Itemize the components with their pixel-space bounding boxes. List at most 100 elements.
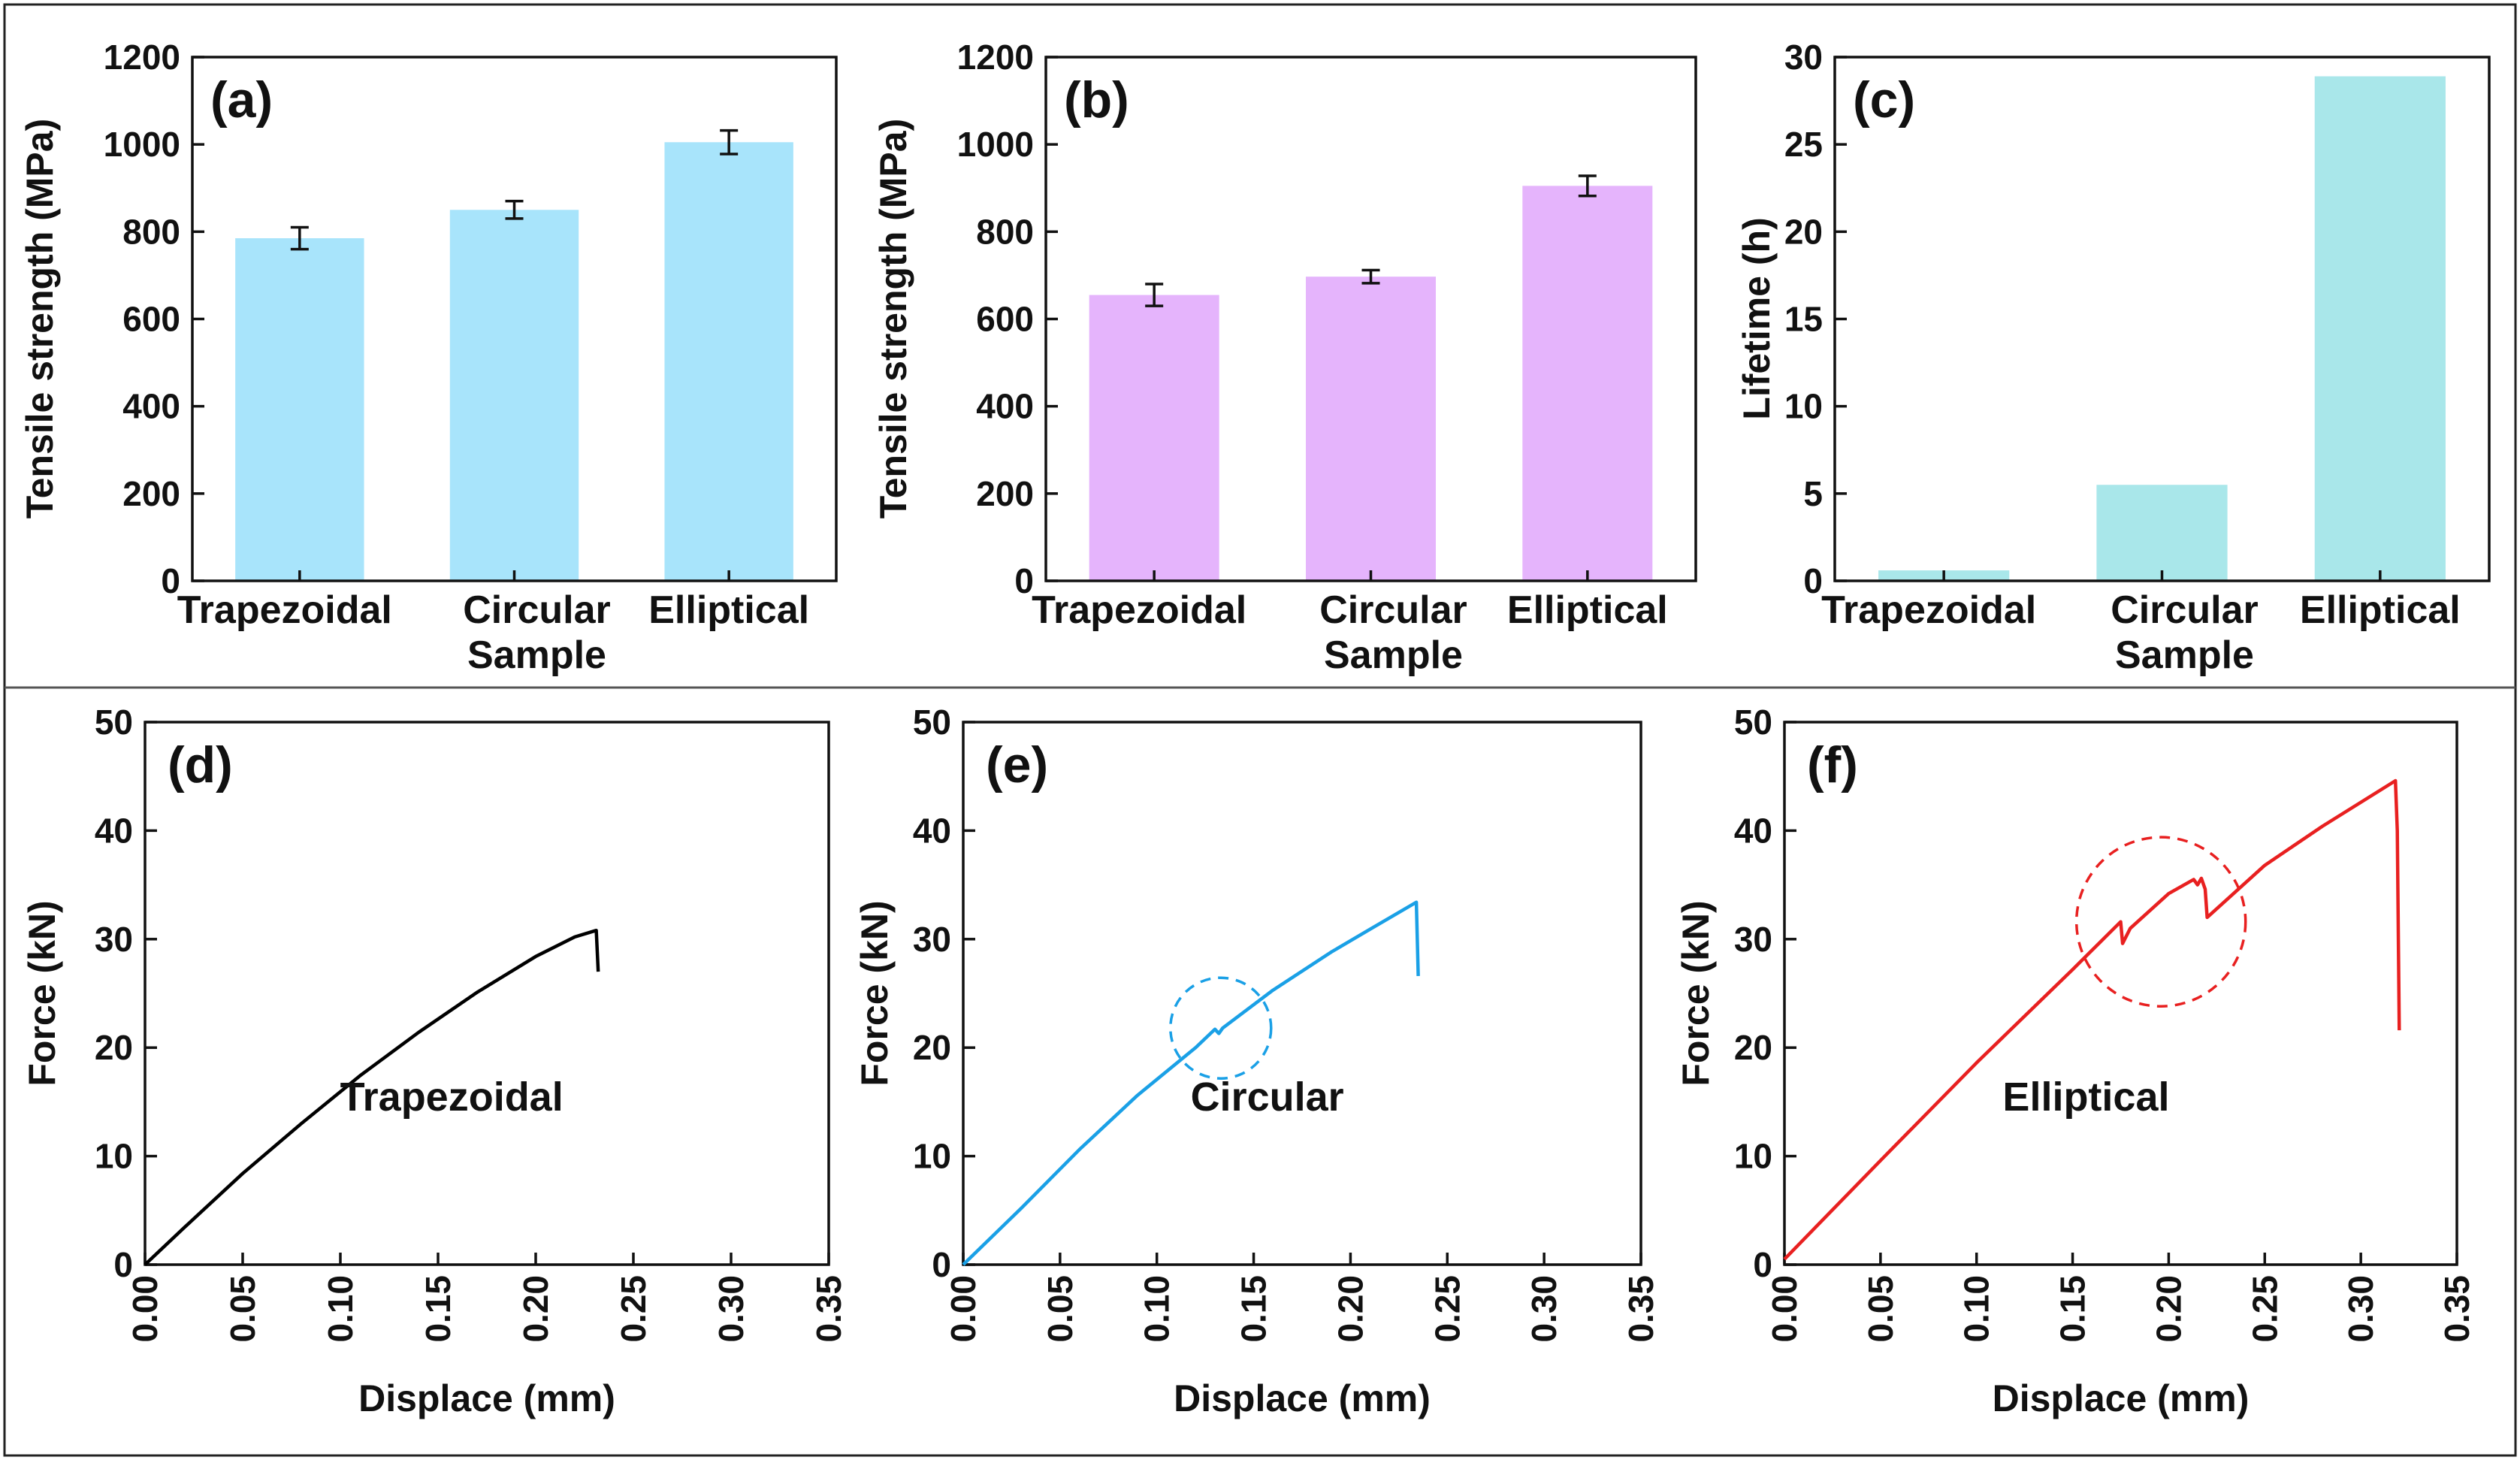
y-tick-label: 10 [1734, 1137, 1772, 1176]
x-tick-label: 0.25 [1428, 1275, 1467, 1343]
bar-trapezoidal [1089, 295, 1219, 581]
y-tick-label: 1200 [957, 38, 1034, 77]
panel-a: 0 200 400 600 800 1000 1200 Trapezoidal Circular… [19, 38, 838, 677]
x-tick-label: 0.30 [2341, 1275, 2380, 1343]
x-category-label-trapezoidal: Trapezoidal [1032, 588, 1246, 632]
panel-b: 0 200 400 600 800 1000 1200 Trapezoidal Circular… [872, 38, 1697, 677]
bar-trapezoidal [235, 238, 364, 581]
x-tick-label: 0.00 [1765, 1275, 1804, 1343]
y-tick-label: 0 [932, 1245, 951, 1284]
y-tick-label: 0 [1753, 1245, 1772, 1284]
x-tick-label: 0.00 [944, 1275, 983, 1343]
y-tick-label: 0 [113, 1245, 133, 1284]
y-tick-label: 40 [913, 811, 951, 850]
series-line-circular [962, 900, 1420, 1266]
highlight-circle [2074, 836, 2247, 1008]
y-tick-label: 30 [95, 920, 133, 959]
x-category-label-elliptical: Elliptical [648, 588, 809, 632]
y-tick-label: 0 [1803, 561, 1823, 600]
x-tick-label: 0.25 [614, 1275, 653, 1343]
plot-area-frame [962, 721, 1642, 1266]
y-tick-label: 200 [122, 474, 180, 513]
bar-circular [1306, 277, 1436, 581]
x-tick-label: 0.35 [809, 1275, 848, 1343]
x-tick-label: 0.30 [712, 1275, 751, 1343]
x-category-label-circular: Circular [2111, 588, 2259, 632]
x-category-label-elliptical: Elliptical [1507, 588, 1668, 632]
x-tick-label: 0.20 [516, 1275, 555, 1343]
series-annotation: Circular [1191, 1075, 1344, 1120]
y-tick-label: 10 [1784, 387, 1823, 426]
y-tick-label: 20 [913, 1028, 951, 1067]
x-axis-title: Displace (mm) [1174, 1377, 1431, 1419]
panel-d: 0 10 20 30 40 50 0.00 0.05 0.10 0.15 0.20 0.25 0.30 0… [21, 703, 848, 1419]
y-tick-label: 600 [976, 300, 1034, 339]
y-tick-label: 40 [1734, 811, 1772, 850]
x-tick-label: 0.00 [125, 1275, 165, 1343]
y-tick-label: 1000 [957, 125, 1034, 164]
x-category-label-circular: Circular [463, 588, 611, 632]
x-tick-label: 0.10 [321, 1275, 360, 1343]
y-tick-label: 200 [976, 474, 1034, 513]
x-tick-label: 0.15 [418, 1275, 458, 1343]
y-axis-title: Force (kN) [21, 900, 63, 1086]
plot-area-frame [1783, 721, 2458, 1266]
y-tick-label: 50 [95, 703, 133, 742]
x-tick-label: 0.20 [2149, 1275, 2188, 1343]
x-category-label-circular: Circular [1319, 588, 1467, 632]
panel-label: (c) [1853, 71, 1915, 128]
x-tick-label: 0.30 [1524, 1275, 1564, 1343]
bar-elliptical [664, 142, 793, 581]
y-tick-label: 40 [95, 811, 133, 850]
panel-label: (d) [168, 736, 233, 793]
x-axis-title: Sample [2115, 633, 2254, 677]
x-tick-label: 0.35 [2437, 1275, 2476, 1343]
x-tick-label: 0.05 [1041, 1275, 1080, 1343]
y-axis-title: Tensile strength (MPa) [19, 119, 61, 518]
y-tick-label: 0 [161, 561, 180, 600]
y-tick-label: 50 [913, 703, 951, 742]
panel-label: (a) [210, 71, 273, 128]
plot-area-frame [144, 721, 830, 1266]
x-category-label-trapezoidal: Trapezoidal [177, 588, 392, 632]
panel-label: (b) [1064, 71, 1129, 128]
x-category-label-trapezoidal: Trapezoidal [1821, 588, 2036, 632]
y-tick-label: 15 [1784, 300, 1823, 339]
y-tick-label: 20 [1784, 212, 1823, 251]
y-axis-title: Tensile strength (MPa) [872, 119, 914, 518]
y-tick-label: 10 [913, 1137, 951, 1176]
y-axis-title: Force (kN) [854, 900, 896, 1086]
y-tick-label: 800 [976, 212, 1034, 251]
highlight-circle [1169, 976, 1273, 1080]
x-axis-title: Sample [1324, 633, 1463, 677]
x-axis-title: Displace (mm) [358, 1377, 615, 1419]
x-axis-title: Sample [467, 633, 606, 677]
x-tick-label: 0.10 [1138, 1275, 1177, 1343]
bar-circular [2096, 485, 2228, 581]
x-tick-label: 0.10 [1957, 1275, 1996, 1343]
series-line-trapezoidal [144, 928, 600, 1266]
y-tick-label: 50 [1734, 703, 1772, 742]
x-tick-label: 0.05 [1861, 1275, 1900, 1343]
x-tick-label: 0.15 [1234, 1275, 1274, 1343]
y-tick-label: 20 [95, 1028, 133, 1067]
y-tick-label: 0 [1014, 561, 1034, 600]
y-tick-label: 1000 [104, 125, 180, 164]
x-tick-label: 0.15 [2053, 1275, 2092, 1343]
y-axis-title: Force (kN) [1675, 900, 1717, 1086]
panel-label: (f) [1807, 736, 1858, 793]
panel-f: 0 10 20 30 40 50 0.00 0.05 0.10 0.15 0.20 0.25 0.30 0… [1675, 703, 2476, 1419]
y-tick-label: 30 [1784, 38, 1823, 77]
x-tick-label: 0.35 [1621, 1275, 1660, 1343]
y-tick-label: 10 [95, 1137, 133, 1176]
series-annotation: Trapezoidal [340, 1075, 564, 1120]
outer-frame [3, 3, 2517, 1457]
bar-elliptical [1522, 186, 1653, 582]
y-tick-label: 20 [1734, 1028, 1772, 1067]
y-axis-title: Lifetime (h) [1736, 217, 1778, 419]
x-tick-label: 0.05 [223, 1275, 262, 1343]
x-category-label-elliptical: Elliptical [2300, 588, 2461, 632]
panel-e: 0 10 20 30 40 50 0.00 0.05 0.10 0.15 0.20 0.25 0.30 0… [854, 703, 1660, 1419]
y-tick-label: 400 [976, 387, 1034, 426]
y-tick-label: 400 [122, 387, 180, 426]
